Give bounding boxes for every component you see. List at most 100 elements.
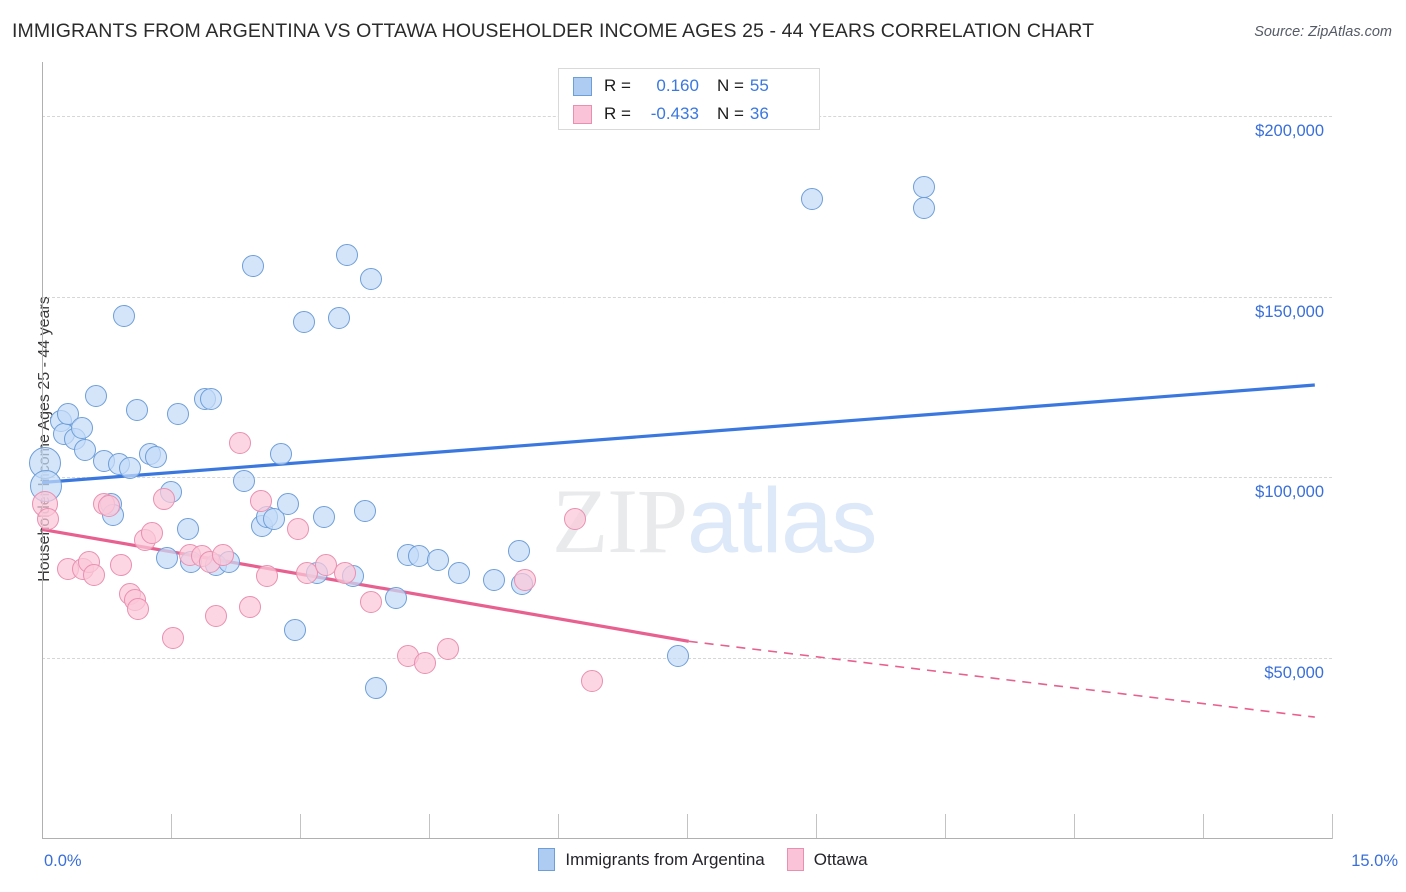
x-axis-tick	[558, 814, 559, 839]
r-label-blue: R =	[604, 76, 631, 95]
x-axis-tick	[816, 814, 817, 839]
correlation-row-blue: R = 0.160 N = 55	[573, 72, 778, 100]
r-label-pink: R =	[604, 104, 631, 123]
scatter-point-ottawa[interactable]	[211, 543, 234, 566]
scatter-point-immigrants-from-argentina[interactable]	[125, 399, 148, 422]
y-axis-label: $50,000	[1264, 663, 1324, 682]
scatter-point-ottawa[interactable]	[581, 669, 604, 692]
scatter-point-immigrants-from-argentina[interactable]	[426, 549, 449, 572]
legend-swatch-pink	[573, 104, 592, 124]
scatter-point-immigrants-from-argentina[interactable]	[70, 417, 93, 440]
scatter-point-immigrants-from-argentina[interactable]	[800, 188, 823, 211]
scatter-point-immigrants-from-argentina[interactable]	[166, 402, 189, 425]
y-axis-label: $200,000	[1255, 122, 1324, 141]
scatter-point-ottawa[interactable]	[110, 554, 133, 577]
r-value-pink: -0.433	[650, 104, 699, 123]
scatter-point-ottawa[interactable]	[436, 637, 459, 660]
scatter-point-immigrants-from-argentina[interactable]	[270, 442, 293, 465]
scatter-point-immigrants-from-argentina[interactable]	[912, 175, 935, 198]
trendline-ottawa-projection	[688, 640, 1315, 718]
scatter-point-immigrants-from-argentina[interactable]	[336, 244, 359, 267]
scatter-point-ottawa[interactable]	[333, 561, 356, 584]
scatter-point-immigrants-from-argentina[interactable]	[912, 197, 935, 220]
source-label: Source: ZipAtlas.com	[1254, 24, 1392, 40]
r-value-blue: 0.160	[656, 76, 699, 95]
n-label-pink: N =	[716, 104, 744, 123]
scatter-point-immigrants-from-argentina[interactable]	[276, 493, 299, 516]
scatter-point-immigrants-from-argentina[interactable]	[118, 457, 141, 480]
scatter-point-immigrants-from-argentina[interactable]	[667, 644, 690, 667]
scatter-point-ottawa[interactable]	[127, 597, 150, 620]
scatter-point-immigrants-from-argentina[interactable]	[241, 254, 264, 277]
y-axis-label: $150,000	[1255, 302, 1324, 321]
x-axis-tick	[300, 814, 301, 839]
x-axis-tick	[429, 814, 430, 839]
scatter-point-ottawa[interactable]	[256, 565, 279, 588]
scatter-point-immigrants-from-argentina[interactable]	[155, 547, 178, 570]
gridline	[42, 296, 1332, 298]
x-axis-label-min: 0.0%	[44, 852, 82, 870]
x-axis-tick	[1332, 814, 1333, 839]
scatter-point-immigrants-from-argentina[interactable]	[177, 518, 200, 541]
correlation-row-pink: R = -0.433 N = 36	[573, 100, 778, 128]
n-label-blue: N =	[716, 76, 744, 95]
scatter-point-ottawa[interactable]	[239, 596, 262, 618]
scatter-point-immigrants-from-argentina[interactable]	[385, 586, 408, 609]
scatter-point-ottawa[interactable]	[161, 626, 184, 649]
scatter-point-ottawa[interactable]	[228, 431, 251, 454]
x-axis-tick	[945, 814, 946, 839]
scatter-point-immigrants-from-argentina[interactable]	[353, 500, 376, 523]
scatter-point-immigrants-from-argentina[interactable]	[448, 561, 471, 584]
legend-label-immigrants-from-argentina: Immigrants from Argentina	[565, 849, 765, 869]
scatter-point-immigrants-from-argentina[interactable]	[508, 540, 531, 563]
x-axis-tick	[1074, 814, 1075, 839]
scatter-point-ottawa[interactable]	[82, 563, 105, 586]
plot-area: ZIPatlas $200,000 $150,000 $100,000 $50,000	[29, 62, 1333, 839]
n-value-pink: 36	[749, 104, 769, 123]
scatter-point-immigrants-from-argentina[interactable]	[364, 677, 387, 700]
scatter-point-immigrants-from-argentina[interactable]	[145, 446, 168, 469]
scatter-point-immigrants-from-argentina[interactable]	[482, 568, 505, 591]
legend-swatch-blue	[573, 76, 592, 96]
x-axis-tick	[1203, 814, 1204, 839]
scatter-point-ottawa[interactable]	[564, 507, 587, 530]
n-value-blue: 55	[749, 76, 769, 95]
scatter-point-immigrants-from-argentina[interactable]	[85, 384, 108, 407]
legend-swatch-ottawa	[786, 848, 804, 871]
x-axis-label-max: 15.0%	[1351, 852, 1398, 870]
scatter-point-immigrants-from-argentina[interactable]	[359, 267, 382, 290]
scatter-point-ottawa[interactable]	[514, 568, 537, 591]
y-axis-label: $100,000	[1255, 483, 1324, 502]
scatter-point-immigrants-from-argentina[interactable]	[283, 619, 306, 642]
legend-item-immigrants-from-argentina[interactable]: Immigrants from Argentina	[538, 848, 765, 871]
series-legend: Immigrants from Argentina Ottawa	[0, 848, 1406, 871]
scatter-point-ottawa[interactable]	[204, 605, 227, 628]
scatter-point-ottawa[interactable]	[37, 507, 60, 530]
scatter-point-ottawa[interactable]	[141, 522, 164, 544]
scatter-point-ottawa[interactable]	[413, 651, 436, 674]
legend-item-ottawa[interactable]: Ottawa	[786, 848, 868, 871]
x-axis-line	[42, 838, 1332, 839]
scatter-point-ottawa[interactable]	[153, 487, 176, 510]
page-title: IMMIGRANTS FROM ARGENTINA VS OTTAWA HOUS…	[12, 20, 1095, 42]
scatter-point-ottawa[interactable]	[359, 590, 382, 613]
scatter-point-ottawa[interactable]	[98, 494, 121, 517]
scatter-point-ottawa[interactable]	[287, 518, 310, 541]
scatter-point-immigrants-from-argentina[interactable]	[327, 307, 350, 330]
legend-swatch-immigrants-from-argentina	[538, 848, 556, 871]
x-axis-tick	[171, 814, 172, 839]
scatter-point-immigrants-from-argentina[interactable]	[112, 305, 135, 328]
gridline	[42, 477, 1332, 479]
scatter-point-immigrants-from-argentina[interactable]	[263, 507, 286, 530]
scatter-point-immigrants-from-argentina[interactable]	[233, 469, 256, 492]
scatter-point-immigrants-from-argentina[interactable]	[293, 310, 316, 333]
trendline-immigrants-from-argentina	[41, 383, 1315, 485]
scatter-point-immigrants-from-argentina[interactable]	[74, 439, 96, 461]
legend-label-ottawa: Ottawa	[813, 849, 868, 869]
x-axis-tick	[687, 814, 688, 839]
scatter-point-ottawa[interactable]	[250, 489, 273, 512]
correlation-legend: R = 0.160 N = 55 R = -0.433 N = 36	[558, 68, 820, 130]
scatter-point-immigrants-from-argentina[interactable]	[313, 505, 336, 528]
scatter-point-immigrants-from-argentina[interactable]	[200, 388, 223, 411]
